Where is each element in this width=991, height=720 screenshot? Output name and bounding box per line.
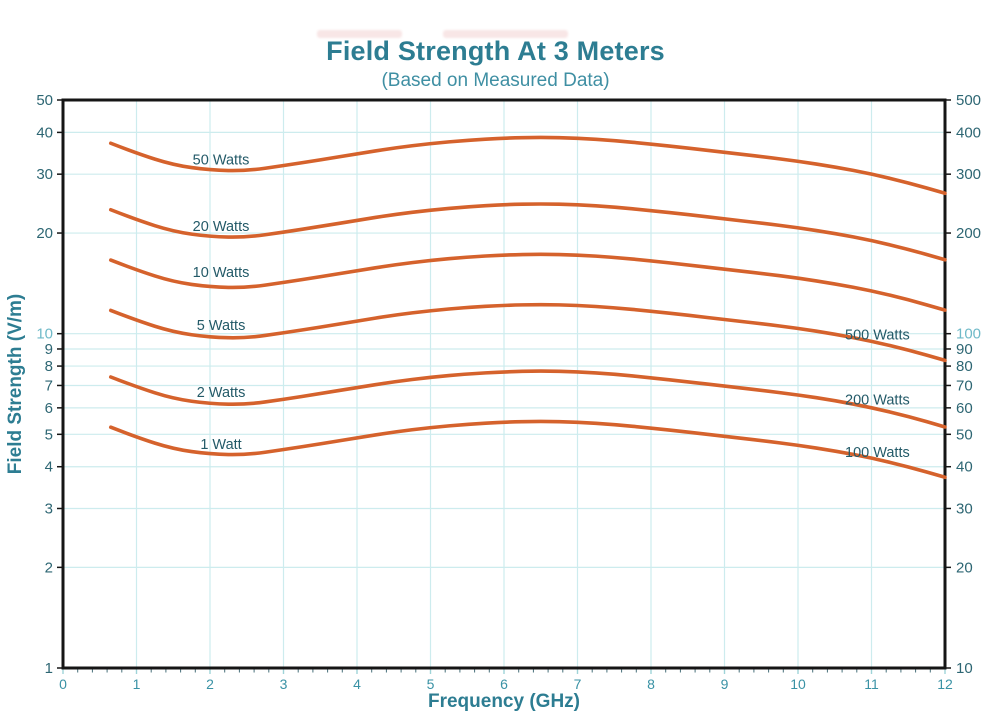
y-right-tick-label: 10	[956, 660, 973, 677]
y-left-tick-label: 9	[45, 341, 53, 358]
y-right-tick-label: 400	[956, 124, 981, 141]
series-label: 50 Watts	[193, 152, 250, 168]
series-curve-2-watts	[108, 369, 947, 429]
series-right-label: 500 Watts	[845, 328, 910, 344]
series-curve-1-watt	[108, 419, 947, 480]
x-tick-label: 10	[790, 676, 806, 692]
y-right-tick-label: 60	[956, 400, 973, 417]
series-curve-10-watts	[108, 252, 947, 312]
x-tick-label: 12	[937, 676, 953, 692]
x-tick-label: 7	[574, 676, 582, 692]
chart-title: Field Strength At 3 Meters	[326, 36, 665, 66]
series-right-label: 100 Watts	[845, 445, 910, 461]
y-left-tick-label: 50	[36, 92, 53, 109]
series-curve-50-watts	[108, 135, 947, 196]
x-tick-label: 6	[500, 676, 508, 692]
y-right-tick-label: 200	[956, 225, 981, 242]
y-right-tick-label: 70	[956, 377, 973, 394]
x-axis-title: Frequency (GHz)	[427, 691, 581, 712]
series-label: 1 Watt	[200, 437, 241, 453]
series-label: 5 Watts	[197, 318, 246, 334]
y-left-tick-label: 30	[36, 166, 53, 183]
x-tick-label: 11	[864, 676, 879, 692]
watermark-artifact	[317, 30, 402, 38]
series-right-label: 200 Watts	[845, 393, 910, 409]
y-right-tick-label: 20	[956, 559, 973, 576]
x-tick-label: 0	[59, 676, 67, 692]
y-right-tick-label: 500	[956, 92, 981, 109]
y-axis-title: Field Strength (V/m)	[5, 293, 26, 475]
series-curve-5-watts	[108, 302, 947, 363]
x-tick-label: 2	[206, 676, 214, 692]
y-left-tick-label: 4	[45, 459, 53, 476]
y-left-tick-label: 7	[45, 377, 53, 394]
y-left-tick-label: 2	[45, 559, 53, 576]
y-right-tick-label: 30	[956, 500, 973, 517]
y-left-tick-label: 6	[45, 400, 53, 417]
x-tick-label: 4	[353, 676, 361, 692]
y-left-tick-label: 20	[36, 225, 53, 242]
y-right-tick-label: 100	[956, 326, 981, 343]
watermark-artifact	[443, 30, 568, 38]
series-curve-20-watts	[108, 202, 947, 262]
series-label: 20 Watts	[193, 219, 250, 235]
y-right-tick-label: 40	[956, 459, 973, 476]
y-left-tick-label: 1	[45, 660, 53, 677]
chart-subtitle: (Based on Measured Data)	[381, 70, 610, 91]
y-left-tick-label: 3	[45, 500, 53, 517]
y-left-tick-label: 8	[45, 358, 53, 375]
x-tick-label: 5	[427, 676, 435, 692]
x-tick-label: 8	[647, 676, 655, 692]
y-right-tick-label: 50	[956, 426, 973, 443]
x-tick-label: 9	[721, 676, 729, 692]
plot-border	[61, 98, 947, 670]
y-left-tick-label: 5	[45, 426, 53, 443]
y-left-tick-label: 40	[36, 124, 53, 141]
y-right-tick-label: 300	[956, 166, 981, 183]
x-tick-label: 1	[133, 676, 141, 692]
series-label: 2 Watts	[197, 385, 246, 401]
y-left-tick-label: 10	[36, 326, 53, 343]
y-right-tick-label: 90	[956, 341, 973, 358]
title-block: Field Strength At 3 Meters (Based on Mea…	[0, 36, 991, 92]
y-right-tick-label: 80	[956, 358, 973, 375]
x-tick-label: 3	[280, 676, 288, 692]
series-label: 10 Watts	[193, 265, 250, 281]
